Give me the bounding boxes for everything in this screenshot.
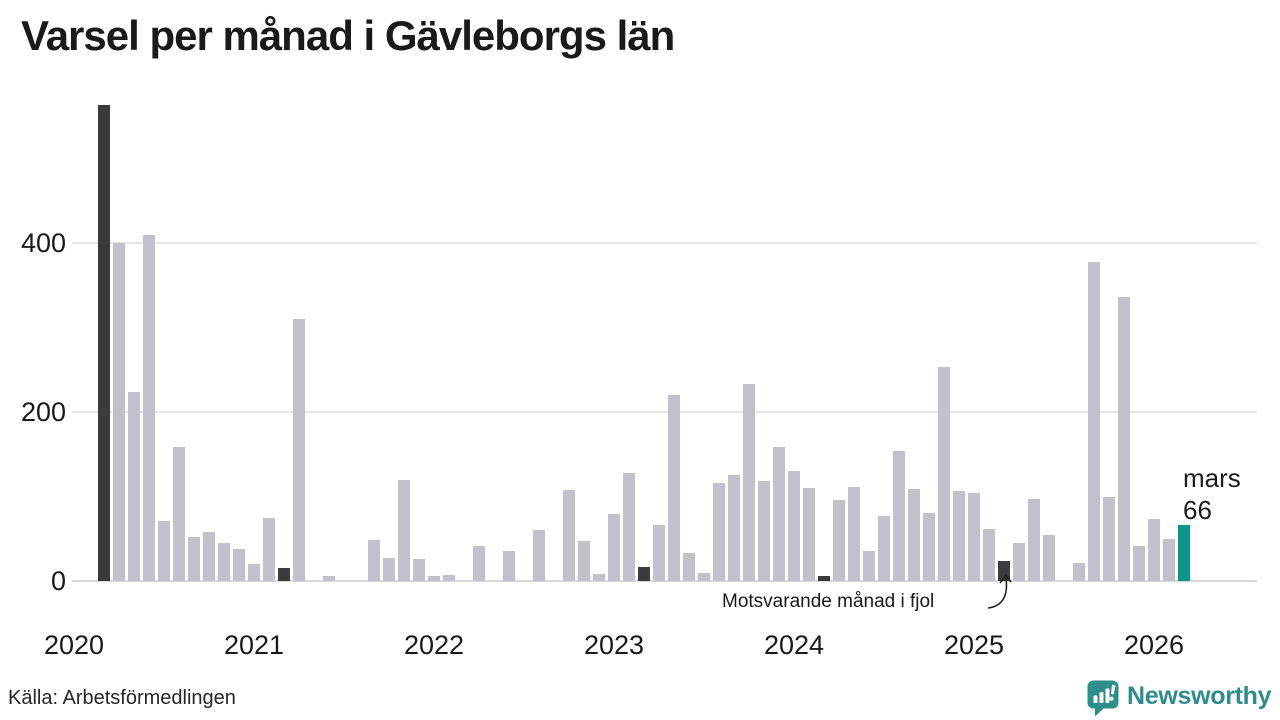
- bar-2024-01: [788, 471, 800, 581]
- bar-2024-02: [803, 488, 815, 581]
- chart-title: Varsel per månad i Gävleborgs län: [21, 12, 675, 59]
- bar-2025-03: [998, 560, 1010, 581]
- bar-2022-02: [443, 575, 455, 581]
- bar-2026-03: [1178, 525, 1190, 581]
- bar-2020-05: [128, 391, 140, 581]
- x-axis-label-2025: 2025: [943, 630, 1005, 660]
- x-axis-label-2026: 2026: [1123, 630, 1185, 660]
- bar-2026-01: [1148, 519, 1160, 581]
- bar-2020-10: [203, 531, 215, 581]
- bar-2024-04: [833, 499, 845, 581]
- bar-2023-09: [728, 474, 740, 581]
- bar-2022-11: [578, 541, 590, 581]
- brand-logo[interactable]: Newsworthy: [1086, 679, 1272, 717]
- bar-2020-03: [98, 105, 110, 581]
- bar-2025-08: [1073, 563, 1085, 581]
- x-axis-label-2020: 2020: [43, 630, 105, 660]
- newsworthy-bubble-chart-icon: [1087, 680, 1119, 717]
- highlight-value: 66: [1183, 495, 1212, 525]
- highlight-label: mars 66: [1183, 462, 1241, 526]
- bar-2026-02: [1163, 538, 1175, 581]
- annotation-arrow-icon: [987, 573, 1012, 609]
- bar-2020-09: [188, 537, 200, 581]
- bar-2020-12: [233, 548, 245, 581]
- bar-2023-11: [758, 481, 770, 581]
- bar-2021-02: [263, 517, 275, 581]
- bar-2021-12: [413, 559, 425, 581]
- y-axis-label-200: 200: [20, 397, 66, 427]
- bar-2025-11: [1118, 297, 1130, 581]
- bar-2025-04: [1013, 542, 1025, 581]
- bar-2023-10: [743, 384, 755, 581]
- bar-2022-08: [533, 530, 545, 581]
- bar-2025-02: [983, 528, 995, 581]
- y-axis-label-400: 400: [20, 228, 66, 258]
- bar-2024-12: [953, 490, 965, 581]
- x-axis-label-2022: 2022: [403, 630, 465, 660]
- bar-2023-07: [698, 572, 710, 581]
- bar-2022-01: [428, 575, 440, 581]
- bar-2023-05: [668, 395, 680, 581]
- bar-2022-06: [503, 550, 515, 581]
- bar-2023-12: [773, 446, 785, 581]
- bar-2025-10: [1103, 496, 1115, 581]
- bar-2024-11: [938, 367, 950, 581]
- bar-2024-07: [878, 515, 890, 581]
- highlight-month: mars: [1183, 463, 1241, 493]
- x-axis-label-2023: 2023: [583, 630, 645, 660]
- bar-2021-04: [293, 319, 305, 581]
- bar-2021-10: [383, 558, 395, 581]
- bar-2023-06: [683, 553, 695, 581]
- bar-2021-06: [323, 575, 335, 581]
- bar-2025-09: [1088, 261, 1100, 581]
- gridline-200: [72, 411, 1257, 413]
- bar-2020-04: [113, 243, 125, 581]
- x-axis-label-2024: 2024: [763, 630, 825, 660]
- x-axis-label-2021: 2021: [223, 630, 285, 660]
- bar-2024-05: [848, 487, 860, 581]
- gridline-0: [72, 580, 1257, 582]
- bar-2023-03: [638, 566, 650, 581]
- bar-2024-08: [893, 450, 905, 581]
- bar-2025-05: [1028, 499, 1040, 581]
- annotation-text: Motsvarande månad i fjol: [722, 591, 935, 612]
- source-text: Källa: Arbetsförmedlingen: [8, 687, 236, 709]
- bar-2025-06: [1043, 535, 1055, 581]
- bar-2022-12: [593, 574, 605, 581]
- bar-2025-12: [1133, 546, 1145, 581]
- bar-2020-07: [158, 521, 170, 581]
- bar-2020-06: [143, 234, 155, 581]
- bar-2022-10: [563, 489, 575, 581]
- bar-2022-04: [473, 545, 485, 581]
- bar-2021-09: [368, 540, 380, 581]
- bar-2024-10: [923, 513, 935, 581]
- bar-2024-09: [908, 488, 920, 581]
- bar-2021-11: [398, 479, 410, 581]
- bar-2021-01: [248, 564, 260, 581]
- bar-2024-03: [818, 575, 830, 581]
- bar-2023-04: [653, 525, 665, 581]
- bar-2024-06: [863, 550, 875, 581]
- bar-2021-03: [278, 568, 290, 581]
- brand-name: Newsworthy: [1127, 682, 1272, 710]
- y-axis-label-0: 0: [50, 566, 66, 596]
- bar-2020-11: [218, 542, 230, 581]
- bar-2023-01: [608, 514, 620, 581]
- bar-2020-08: [173, 446, 185, 581]
- gridline-400: [72, 242, 1257, 244]
- bar-2025-01: [968, 493, 980, 581]
- bar-2023-08: [713, 482, 725, 581]
- bar-2023-02: [623, 472, 635, 581]
